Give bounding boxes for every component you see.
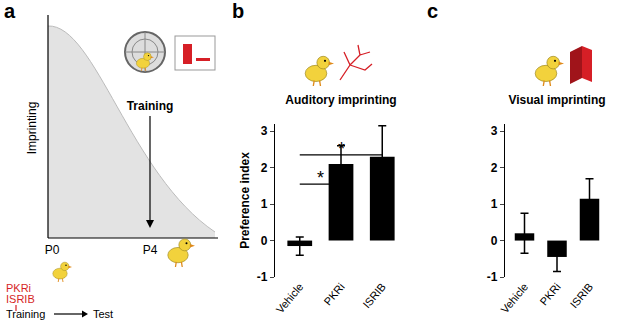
svg-text:Visual imprinting: Visual imprinting (508, 93, 605, 107)
html-text:b: b (232, 0, 245, 22)
svg-text:a: a (4, 0, 16, 22)
svg-text:1: 1 (261, 197, 268, 211)
html-text:c: c (427, 0, 439, 22)
svg-text:ISRIB: ISRIB (568, 281, 596, 311)
svg-text:Imprinting: Imprinting (25, 102, 39, 155)
svg-text:P0: P0 (45, 243, 60, 257)
svg-text:*: * (338, 139, 345, 159)
svg-text:ISRIB: ISRIB (6, 293, 35, 305)
svg-text:Test: Test (93, 308, 113, 320)
svg-text:0: 0 (261, 234, 268, 248)
svg-text:*: * (317, 168, 324, 188)
svg-text:2: 2 (491, 161, 498, 175)
svg-text:Auditory imprinting: Auditory imprinting (285, 93, 396, 107)
svg-text:Training: Training (127, 99, 174, 113)
svg-text:ISRIB: ISRIB (360, 281, 388, 311)
svg-text:-1: -1 (487, 270, 498, 284)
svg-text:-1: -1 (257, 270, 268, 284)
svg-text:Training: Training (6, 308, 45, 320)
svg-text:2: 2 (261, 161, 268, 175)
svg-text:Vehicle: Vehicle (498, 281, 530, 316)
svg-text:3: 3 (261, 124, 268, 138)
svg-text:1: 1 (491, 197, 498, 211)
svg-text:0: 0 (491, 234, 498, 248)
svg-text:3: 3 (491, 124, 498, 138)
svg-text:PKRi: PKRi (537, 281, 562, 308)
svg-text:Preference index: Preference index (238, 152, 252, 249)
svg-text:PKRi: PKRi (321, 281, 346, 308)
svg-text:Vehicle: Vehicle (273, 281, 305, 316)
svg-text:PKRi: PKRi (6, 282, 32, 294)
svg-text:P4: P4 (143, 243, 158, 257)
